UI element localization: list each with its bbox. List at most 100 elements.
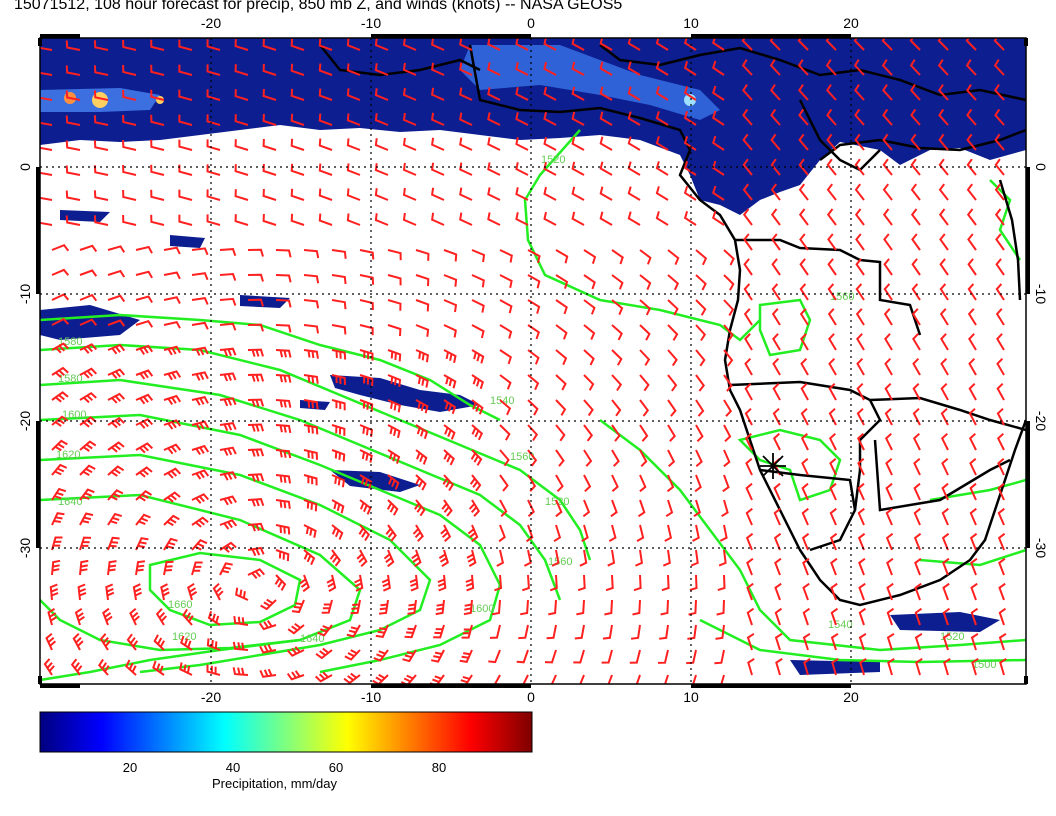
wind-barb bbox=[913, 507, 921, 526]
wind-barb bbox=[968, 432, 977, 451]
wind-barb bbox=[689, 574, 698, 592]
wind-barb bbox=[798, 183, 809, 201]
wind-barb bbox=[857, 507, 865, 526]
wind-barb bbox=[771, 283, 781, 301]
wind-barb bbox=[825, 38, 837, 51]
wind-barb bbox=[942, 557, 950, 576]
wind-barb bbox=[999, 657, 1007, 676]
wind-barb bbox=[107, 465, 125, 477]
wind-barb bbox=[275, 324, 292, 333]
wind-barb bbox=[515, 87, 529, 101]
wind-barb bbox=[459, 112, 473, 126]
lon-label-bottom: 20 bbox=[843, 689, 859, 705]
wind-barb bbox=[555, 374, 567, 391]
wind-barb bbox=[191, 272, 209, 281]
lon-label-bottom: 0 bbox=[527, 689, 535, 705]
wind-barb bbox=[527, 474, 537, 492]
lat-label-right: 0 bbox=[1033, 163, 1049, 171]
wind-barb bbox=[51, 512, 65, 526]
wind-barb bbox=[93, 90, 109, 101]
wind-barb bbox=[611, 274, 624, 290]
wind-barb bbox=[722, 474, 730, 493]
wind-barb bbox=[940, 407, 949, 426]
wind-barb bbox=[830, 632, 839, 651]
wind-barb bbox=[692, 524, 700, 542]
wind-barb bbox=[611, 449, 620, 467]
wind-barb bbox=[387, 474, 400, 490]
wind-barb bbox=[639, 249, 652, 265]
wind-barb bbox=[431, 62, 445, 76]
wind-barb bbox=[715, 624, 725, 640]
wind-barb bbox=[695, 374, 705, 392]
wind-barb bbox=[667, 274, 680, 291]
wind-barb bbox=[695, 299, 707, 316]
wind-barb bbox=[800, 407, 809, 426]
wind-barb bbox=[745, 482, 753, 501]
wind-barb bbox=[772, 382, 781, 401]
wind-barb bbox=[599, 38, 613, 51]
wind-barb bbox=[599, 211, 613, 226]
wind-barb bbox=[996, 432, 1005, 451]
wind-barb bbox=[858, 557, 866, 576]
wind-barb bbox=[443, 424, 456, 440]
wind-barb bbox=[967, 283, 977, 301]
wind-barb bbox=[303, 399, 319, 410]
wind-barb bbox=[499, 399, 512, 416]
wind-barb bbox=[665, 499, 674, 518]
wind-barb bbox=[487, 87, 501, 101]
wind-barb bbox=[65, 190, 81, 201]
wind-barb bbox=[579, 674, 585, 684]
wind-barb bbox=[716, 599, 725, 616]
wind-barb bbox=[415, 249, 430, 261]
wind-barb bbox=[942, 632, 951, 651]
wind-barb bbox=[826, 158, 837, 176]
precip-patch bbox=[60, 210, 110, 222]
wind-barb bbox=[51, 268, 70, 276]
wind-barb bbox=[856, 358, 865, 376]
wind-barb bbox=[611, 349, 623, 366]
wind-barb bbox=[359, 499, 372, 515]
wind-barb bbox=[555, 474, 564, 493]
wind-barb bbox=[219, 495, 237, 506]
wind-barb bbox=[610, 499, 618, 518]
wind-barb bbox=[886, 557, 894, 576]
wind-barb bbox=[910, 108, 921, 126]
wind-barb bbox=[882, 133, 893, 151]
wind-barb bbox=[415, 449, 428, 465]
wind-barb bbox=[499, 349, 512, 365]
wind-barb bbox=[773, 507, 781, 526]
wind-barb bbox=[571, 136, 585, 151]
wind-barb bbox=[470, 449, 483, 466]
wind-barb bbox=[938, 208, 949, 226]
wind-barb bbox=[828, 407, 837, 426]
wind-barb bbox=[346, 138, 361, 151]
wind-barb bbox=[415, 424, 429, 439]
wind-barb bbox=[555, 274, 569, 289]
wind-barb bbox=[939, 233, 949, 251]
wind-barb bbox=[93, 165, 109, 176]
wind-barb bbox=[639, 324, 651, 341]
wind-barb bbox=[583, 424, 594, 442]
wind-barb bbox=[544, 649, 557, 664]
wind-barb bbox=[937, 38, 949, 51]
wind-barb bbox=[939, 308, 949, 326]
wind-barb bbox=[965, 59, 977, 76]
wind-barb bbox=[608, 524, 617, 542]
wind-barb bbox=[178, 89, 193, 101]
wind-barb bbox=[770, 83, 781, 101]
wind-barb bbox=[234, 114, 249, 126]
wind-barb bbox=[374, 113, 389, 126]
wind-barb bbox=[234, 214, 249, 226]
wind-barb bbox=[471, 374, 484, 390]
wind-barb bbox=[771, 258, 781, 276]
wind-barb bbox=[471, 349, 485, 364]
wind-barb bbox=[968, 407, 977, 426]
wind-barb bbox=[611, 374, 623, 392]
wind-barb bbox=[331, 324, 347, 335]
wind-barb bbox=[374, 38, 389, 51]
wind-barb bbox=[303, 449, 318, 460]
lon-label-bottom: 10 bbox=[683, 689, 699, 705]
wind-barb bbox=[854, 208, 865, 226]
wind-barb bbox=[857, 457, 865, 476]
wind-barb bbox=[769, 38, 781, 51]
